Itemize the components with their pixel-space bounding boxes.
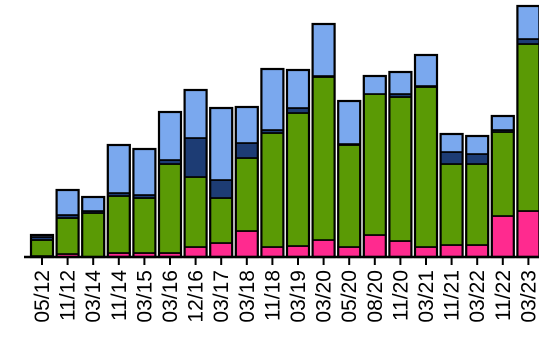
- bar-segment-11-20-s0: [388, 240, 413, 258]
- bar-segment-11-14-s3: [107, 144, 131, 194]
- x-tick-labels: 05/12 11/12 03/14 11/14 03/15 03/16 12/16 03/17…: [31, 270, 539, 323]
- bar-segment-03-18-s2: [235, 142, 259, 159]
- x-tick-label-03-19: 03/19: [287, 270, 310, 323]
- bar-segment-03-22-s2: [465, 153, 490, 165]
- bar-segment-12-16-s1: [183, 176, 208, 248]
- bar-segment-03-17-s2: [209, 179, 233, 199]
- bar-segment-03-22-s0: [465, 244, 490, 258]
- x-tick-label-03-22: 03/22: [466, 270, 489, 323]
- bar-segment-11-22-s0: [490, 215, 515, 258]
- x-axis: [24, 255, 539, 265]
- bar-segment-05-12-s1: [30, 239, 54, 257]
- bar-segment-03-23-s1: [516, 43, 539, 212]
- bar-segment-03-14-s1: [81, 212, 105, 258]
- bar-segment-03-19-s3: [286, 69, 310, 109]
- x-tick-label-12-16: 12/16: [185, 270, 208, 323]
- x-tick-label-11-22: 11/22: [492, 270, 515, 321]
- bar-segment-11-21-s0: [439, 244, 464, 258]
- bar-segment-03-16-s3: [158, 111, 182, 161]
- bar-segment-03-19-s1: [286, 112, 310, 247]
- x-tick-label-11-12: 11/12: [57, 270, 80, 321]
- bar-segment-11-21-s3: [439, 133, 464, 153]
- x-tick-label-11-18: 11/18: [261, 270, 284, 321]
- bar-segment-03-19-s0: [286, 245, 310, 258]
- bar-segment-03-20-s1: [311, 76, 336, 241]
- bar-segment-08-20-s3: [362, 75, 387, 95]
- x-tick-label-03-21: 03/21: [415, 270, 438, 323]
- bar-segment-03-20-s3: [311, 23, 336, 77]
- bar-segment-12-16-s2: [183, 137, 208, 178]
- x-tick-label-11-14: 11/14: [108, 270, 131, 321]
- bar-segment-03-23-s0: [516, 210, 539, 258]
- x-tick-label-05-12: 05/12: [31, 270, 54, 323]
- bar-segment-03-20-s0: [311, 239, 336, 258]
- bar-segment-11-22-s1: [490, 131, 515, 217]
- x-tick-label-11-20: 11/20: [389, 270, 412, 321]
- bar-segment-11-12-s3: [55, 189, 80, 216]
- bar-area: [29, 4, 539, 259]
- x-tick-label-03-16: 03/16: [159, 270, 182, 323]
- bar-segment-03-22-s3: [465, 135, 490, 155]
- x-tick-label-05-20: 05/20: [338, 270, 361, 323]
- bar-segment-03-18-s3: [235, 106, 259, 144]
- bar-segment-03-17-s1: [209, 197, 233, 244]
- bar-segment-03-16-s1: [158, 163, 182, 254]
- bar-segment-12-16-s0: [183, 246, 208, 258]
- bar-segment-11-18-s0: [260, 246, 285, 258]
- bar-segment-03-18-s1: [235, 157, 259, 232]
- bar-segment-11-12-s1: [55, 217, 80, 255]
- bar-segment-03-23-s3: [516, 5, 539, 40]
- x-tick-label-03-23: 03/23: [517, 270, 539, 323]
- x-tick-label-03-14: 03/14: [82, 270, 105, 323]
- bar-segment-12-16-s3: [183, 89, 208, 139]
- x-tick-label-11-21: 11/21: [441, 270, 464, 321]
- bar-segment-11-21-s1: [439, 163, 464, 246]
- bar-segment-05-20-s0: [337, 246, 362, 258]
- bar-segment-03-21-s3: [414, 54, 438, 87]
- bar-segment-11-14-s1: [107, 195, 131, 254]
- bar-segment-03-21-s0: [414, 246, 438, 258]
- bar-segment-11-18-s3: [260, 68, 285, 131]
- bar-segment-03-21-s1: [414, 86, 438, 248]
- bar-segment-11-20-s1: [388, 96, 413, 242]
- x-tick-label-08-20: 08/20: [364, 270, 387, 323]
- bar-segment-11-18-s1: [260, 132, 285, 248]
- bar-segment-11-22-s3: [490, 115, 515, 131]
- bar-segment-03-18-s0: [235, 230, 259, 258]
- bar-segment-03-22-s1: [465, 163, 490, 246]
- x-tick-label-03-15: 03/15: [133, 270, 156, 323]
- bar-segment-03-14-s3: [81, 196, 105, 212]
- bar-segment-03-17-s0: [209, 242, 233, 258]
- bar-segment-05-20-s1: [337, 144, 362, 248]
- bar-segment-08-20-s0: [362, 234, 387, 258]
- bar-segment-03-15-s3: [132, 148, 157, 196]
- bar-segment-11-20-s3: [388, 71, 413, 95]
- x-tick-label-03-20: 03/20: [313, 270, 336, 323]
- x-tick-label-03-17: 03/17: [210, 270, 233, 323]
- bar-segment-11-21-s2: [439, 151, 464, 165]
- bar-segment-08-20-s1: [362, 93, 387, 236]
- bar-segment-03-15-s1: [132, 197, 157, 254]
- bar-segment-03-17-s3: [209, 107, 233, 181]
- bar-segment-05-20-s3: [337, 100, 362, 145]
- x-tick-label-03-18: 03/18: [236, 270, 259, 323]
